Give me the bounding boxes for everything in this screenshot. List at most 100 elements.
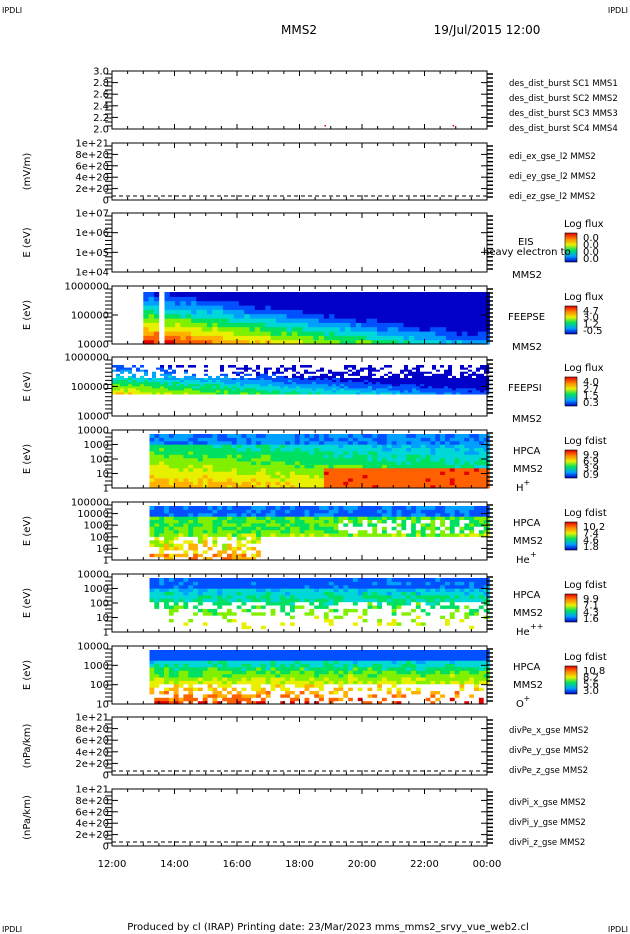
spectrogram-cell xyxy=(159,464,166,469)
spectrogram-cell xyxy=(275,539,282,544)
spectrogram-cell xyxy=(116,389,122,393)
spectrogram-cell xyxy=(415,440,422,445)
spectrogram-cell xyxy=(424,318,432,323)
spectrogram-cell xyxy=(323,529,330,534)
spectrogram-cell xyxy=(299,454,306,459)
spectrogram-cell xyxy=(343,467,350,472)
spectrogram-cell xyxy=(449,477,456,482)
spectrogram-cell xyxy=(355,335,363,341)
spectrogram-cell xyxy=(180,383,186,387)
spectrogram-cell xyxy=(265,305,272,310)
spectrogram-cell xyxy=(460,365,466,368)
spectrogram-cell xyxy=(264,391,270,395)
spectrogram-cell xyxy=(236,375,242,378)
spectrogram-cell xyxy=(280,437,287,442)
spectrogram-cell xyxy=(183,533,190,537)
spectrogram-cell xyxy=(302,318,310,323)
spectrogram-cell xyxy=(367,481,374,486)
spectrogram-cell xyxy=(380,383,386,387)
spectrogram-cell xyxy=(396,444,403,448)
spectrogram-cell xyxy=(404,369,410,372)
spectrogram-cell xyxy=(180,296,187,302)
spectrogram-cell xyxy=(248,369,254,372)
spectrogram-cell xyxy=(338,447,345,452)
spectrogram-cell xyxy=(207,331,214,336)
spectrogram-cell xyxy=(362,539,369,544)
spectrogram-cell xyxy=(309,450,316,455)
spectrogram-cell xyxy=(332,371,338,374)
spectrogram-cell xyxy=(154,461,161,465)
spectrogram-cell xyxy=(299,440,306,445)
spectrogram-cell xyxy=(344,373,350,376)
spectrogram-cell xyxy=(227,539,233,544)
spectrogram-cell xyxy=(386,464,393,469)
spectrogram-cell xyxy=(281,309,288,315)
spectrogram-cell xyxy=(200,371,206,374)
spectrogram-cell xyxy=(228,379,234,383)
spectrogram-cell xyxy=(217,461,224,465)
spectrogram-cell xyxy=(159,457,166,462)
spectrogram-cell xyxy=(201,309,209,315)
spectrogram-cell xyxy=(191,335,198,341)
spectrogram-cell xyxy=(462,318,469,323)
spectrogram-cell xyxy=(132,387,138,391)
spectrogram-cell xyxy=(260,457,267,462)
spectrogram-cell xyxy=(265,519,272,524)
spectrogram-cell xyxy=(339,335,347,341)
spectrogram-cell xyxy=(212,454,219,459)
spectrogram-cell xyxy=(153,305,161,310)
spectrogram-cell xyxy=(231,434,238,438)
spectrogram-cell xyxy=(112,377,118,380)
spectrogram-cell xyxy=(343,474,350,479)
spectrogram-cell xyxy=(428,377,434,380)
spectrogram-cell xyxy=(372,444,379,448)
spectrogram-cell xyxy=(222,454,229,459)
spectrogram-cell xyxy=(420,546,427,551)
spectrogram-cell xyxy=(297,331,304,336)
spectrogram-cell xyxy=(477,305,485,310)
spectrogram-cell xyxy=(144,373,150,376)
spectrogram-cell xyxy=(474,516,480,520)
spectrogram-cell xyxy=(228,383,234,387)
spectrogram-cell xyxy=(398,322,405,328)
spectrogram-cell xyxy=(217,556,224,561)
spectrogram-cell xyxy=(241,444,248,448)
spectrogram-cell xyxy=(183,519,190,524)
spectrogram-cell xyxy=(380,385,386,389)
spectrogram-cell xyxy=(192,387,198,391)
spectrogram-cell xyxy=(398,296,405,302)
spectrogram-cell xyxy=(148,385,154,389)
spectrogram-cell xyxy=(244,296,251,302)
spectrogram-cell xyxy=(400,379,406,383)
spectrogram-cell xyxy=(352,377,358,380)
spectrogram-cell xyxy=(448,391,454,395)
spectrogram-cell xyxy=(236,369,242,372)
spectrogram-cell xyxy=(408,383,414,387)
spectrogram-cell xyxy=(217,300,225,306)
spectrogram-cell xyxy=(268,391,274,395)
spectrogram-cell xyxy=(275,444,282,448)
spectrogram-cell xyxy=(435,474,442,479)
spectrogram-cell xyxy=(159,549,166,554)
spectrogram-cell xyxy=(252,389,258,393)
spectrogram-cell xyxy=(217,553,224,558)
spectrogram-cell xyxy=(411,484,418,489)
spectrogram-cell xyxy=(328,387,334,391)
spectrogram-cell xyxy=(415,509,422,514)
spectrogram-cell xyxy=(425,450,432,455)
spectrogram-cell xyxy=(272,381,278,385)
spectrogram-cell xyxy=(116,375,122,378)
spectrogram-cell xyxy=(329,318,336,323)
spectrogram-cell xyxy=(254,300,262,306)
spectrogram-cell xyxy=(318,318,326,323)
spectrogram-cell xyxy=(184,387,190,391)
spectrogram-cell xyxy=(464,381,470,385)
spectrogram-cell xyxy=(136,369,142,372)
corner-mark-bottom-right: IPDLI xyxy=(608,925,628,934)
spectrogram-cell xyxy=(406,437,413,442)
spectrogram-cell xyxy=(188,481,195,486)
spectrogram-cell xyxy=(241,484,248,489)
spectrogram-cell xyxy=(148,300,156,306)
spectrogram-cell xyxy=(256,536,263,541)
spectrogram-cell xyxy=(391,447,398,452)
